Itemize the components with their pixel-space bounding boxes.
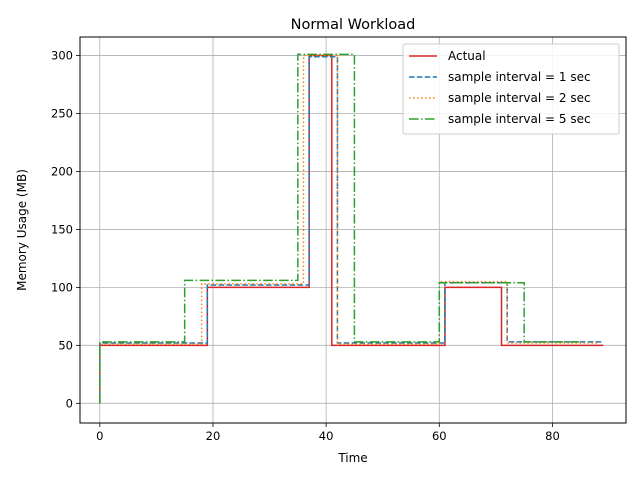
plot-frame [79, 36, 627, 424]
legend-entry-label: sample interval = 2 sec [448, 91, 591, 105]
chart-title: Normal Workload [291, 17, 416, 33]
y-axis-label: Memory Usage (MB) [15, 169, 29, 291]
legend-box [402, 43, 620, 135]
x-tick-label: 0 [96, 429, 103, 443]
y-tick-label: 200 [51, 164, 73, 178]
y-tick-label: 250 [51, 107, 73, 121]
legend: Actual sample interval = 1 sec sample inte… [402, 43, 620, 135]
x-tick-label: 60 [432, 429, 447, 443]
y-tick-label: 0 [66, 396, 73, 410]
x-tick-label: 40 [319, 429, 334, 443]
plot-series [99, 53, 604, 404]
axis-ticks: 0 20 40 60 80 0 50 100 150 200 250 300 [51, 49, 560, 443]
y-tick-label: 300 [51, 49, 73, 63]
legend-entry-label: Actual [448, 49, 486, 63]
y-tick-label: 50 [58, 338, 73, 352]
series-line-1 [99, 54, 604, 404]
y-tick-label: 100 [51, 280, 73, 294]
x-tick-label: 80 [545, 429, 560, 443]
legend-entry-label: sample interval = 1 sec [448, 70, 591, 84]
y-tick-label: 150 [51, 222, 73, 236]
series-line-3 [99, 54, 598, 404]
series-line-4 [99, 53, 581, 404]
x-tick-label: 20 [206, 429, 221, 443]
x-axis-label: Time [337, 451, 367, 465]
legend-entry-label: sample interval = 5 sec [448, 112, 591, 126]
